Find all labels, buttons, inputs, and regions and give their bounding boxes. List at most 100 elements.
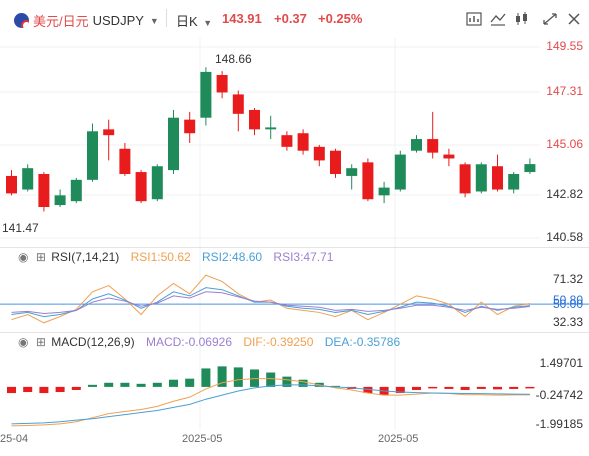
macd-histogram-bar xyxy=(23,386,33,393)
macd-histogram-bar xyxy=(169,379,178,387)
macd-histogram-bar xyxy=(7,386,16,394)
settings-icon[interactable]: ⊞ xyxy=(35,335,46,349)
candle-body xyxy=(232,94,244,114)
macd-histogram-bar xyxy=(136,383,146,387)
rsi3-value: RSI3:47.71 xyxy=(273,250,334,264)
macd-histogram-bar xyxy=(493,386,502,390)
macd-histogram-bar xyxy=(120,382,130,387)
macd-histogram-bar xyxy=(201,368,211,387)
divider xyxy=(166,9,167,27)
candle-body xyxy=(346,168,358,176)
fullscreen-icon[interactable] xyxy=(540,10,560,28)
candle-body xyxy=(313,146,325,161)
macd-histogram-bar xyxy=(282,376,292,387)
candle-body xyxy=(475,164,487,192)
macd-histogram-bar xyxy=(395,386,405,394)
candle-body xyxy=(168,117,179,171)
candle-body xyxy=(330,150,341,174)
candle-body xyxy=(508,174,520,190)
macd-histogram-bar xyxy=(266,372,276,387)
candle-body xyxy=(70,179,82,202)
candle-body xyxy=(459,164,471,194)
candle-body xyxy=(427,139,439,153)
symbol-selector[interactable]: 美元/日元 USDJPY ▼ xyxy=(14,11,159,30)
price-axis-label: 147.31 xyxy=(546,84,583,98)
candle-body xyxy=(22,168,34,190)
candle-body xyxy=(135,172,147,202)
macd-histogram-bar xyxy=(476,386,486,389)
date-label: 2025-05 xyxy=(378,433,419,445)
macd-histogram-bar xyxy=(233,367,243,387)
macd-histogram-bar xyxy=(217,366,227,387)
candle-body xyxy=(411,139,422,151)
close-icon[interactable] xyxy=(564,10,584,28)
symbol-code: USDJPY xyxy=(92,13,144,28)
symbol-cn-name: 美元/日元 xyxy=(33,14,89,29)
candle-body xyxy=(103,129,115,136)
macd-histogram-bar xyxy=(152,382,162,387)
macd-axis-label: -0.24742 xyxy=(535,388,583,402)
rsi1-line xyxy=(11,274,530,324)
candle-body xyxy=(216,75,228,93)
macd-histogram-bar xyxy=(412,386,421,390)
date-label: 2025-05 xyxy=(182,433,223,445)
divider xyxy=(0,247,589,248)
macd-histogram-bar xyxy=(55,386,65,393)
macd-histogram-bar xyxy=(39,386,49,394)
candle-style-icon[interactable] xyxy=(512,10,532,28)
macd-histogram-bar xyxy=(104,382,114,387)
macd-histogram-bar xyxy=(525,386,535,389)
macd-histogram-bar xyxy=(428,386,438,389)
candle-body xyxy=(524,164,536,173)
currency-flag-icon xyxy=(14,13,29,28)
rsi-axis-label: 50.80 xyxy=(552,293,583,307)
macd-value: MACD:-0.06926 xyxy=(145,335,232,349)
rsi1-value: RSI1:50.62 xyxy=(130,250,191,264)
divider xyxy=(0,332,589,333)
dea-line xyxy=(11,384,530,425)
rsi3-line xyxy=(11,291,530,314)
draw-icon[interactable] xyxy=(488,10,508,28)
macd-histogram-bar xyxy=(509,386,519,389)
candle-body xyxy=(265,127,277,130)
candle-body xyxy=(362,162,374,200)
last-price: 143.91 xyxy=(222,11,262,26)
candle-body xyxy=(151,166,163,200)
candle-body xyxy=(443,154,455,159)
rsi-axis-label: 50.00 xyxy=(552,297,583,311)
price-change: +0.37 xyxy=(274,11,307,26)
rsi-label: RSI(7,14,21) xyxy=(51,250,120,264)
price-axis-label: 145.06 xyxy=(546,137,583,151)
candle-body xyxy=(249,109,260,130)
period-selector[interactable]: 日K ▼ xyxy=(176,11,212,30)
candle-body xyxy=(394,154,406,190)
chart-header: 美元/日元 USDJPY ▼ 日K ▼ 143.91 +0.37 +0.25% xyxy=(0,0,589,38)
settings-icon[interactable]: ⊞ xyxy=(35,250,46,264)
macd-histogram-bar xyxy=(298,379,308,387)
visibility-icon[interactable]: ◉ xyxy=(18,250,29,264)
dea-value: DEA:-0.35786 xyxy=(324,335,401,349)
indicator-icon[interactable] xyxy=(464,10,484,28)
rsi-axis-label: 32.33 xyxy=(552,315,583,329)
macd-histogram-bar xyxy=(363,386,373,394)
macd-axis-label: 1.49701 xyxy=(539,356,583,370)
macd-histogram-bar xyxy=(88,384,97,387)
chevron-down-icon: ▼ xyxy=(203,18,213,28)
rsi2-value: RSI2:48.60 xyxy=(202,250,263,264)
macd-histogram-bar xyxy=(250,369,259,387)
macd-histogram-bar xyxy=(444,386,454,389)
dif-value: DIF:-0.39250 xyxy=(243,335,314,349)
date-label: 25-04 xyxy=(0,433,29,445)
price-axis-label: 142.82 xyxy=(546,187,583,201)
price-axis-label: 140.58 xyxy=(546,230,583,244)
candle-body xyxy=(54,195,66,206)
candle-body xyxy=(119,148,131,174)
candle-body xyxy=(6,175,17,194)
macd-legend: ◉ ⊞ MACD(12,26,9) MACD:-0.06926 DIF:-0.3… xyxy=(18,335,408,349)
macd-histogram-bar xyxy=(460,386,470,390)
candle-body xyxy=(378,187,390,196)
visibility-icon[interactable]: ◉ xyxy=(18,335,29,349)
candle-body xyxy=(492,166,503,190)
macd-axis-label: -1.99185 xyxy=(535,417,583,431)
